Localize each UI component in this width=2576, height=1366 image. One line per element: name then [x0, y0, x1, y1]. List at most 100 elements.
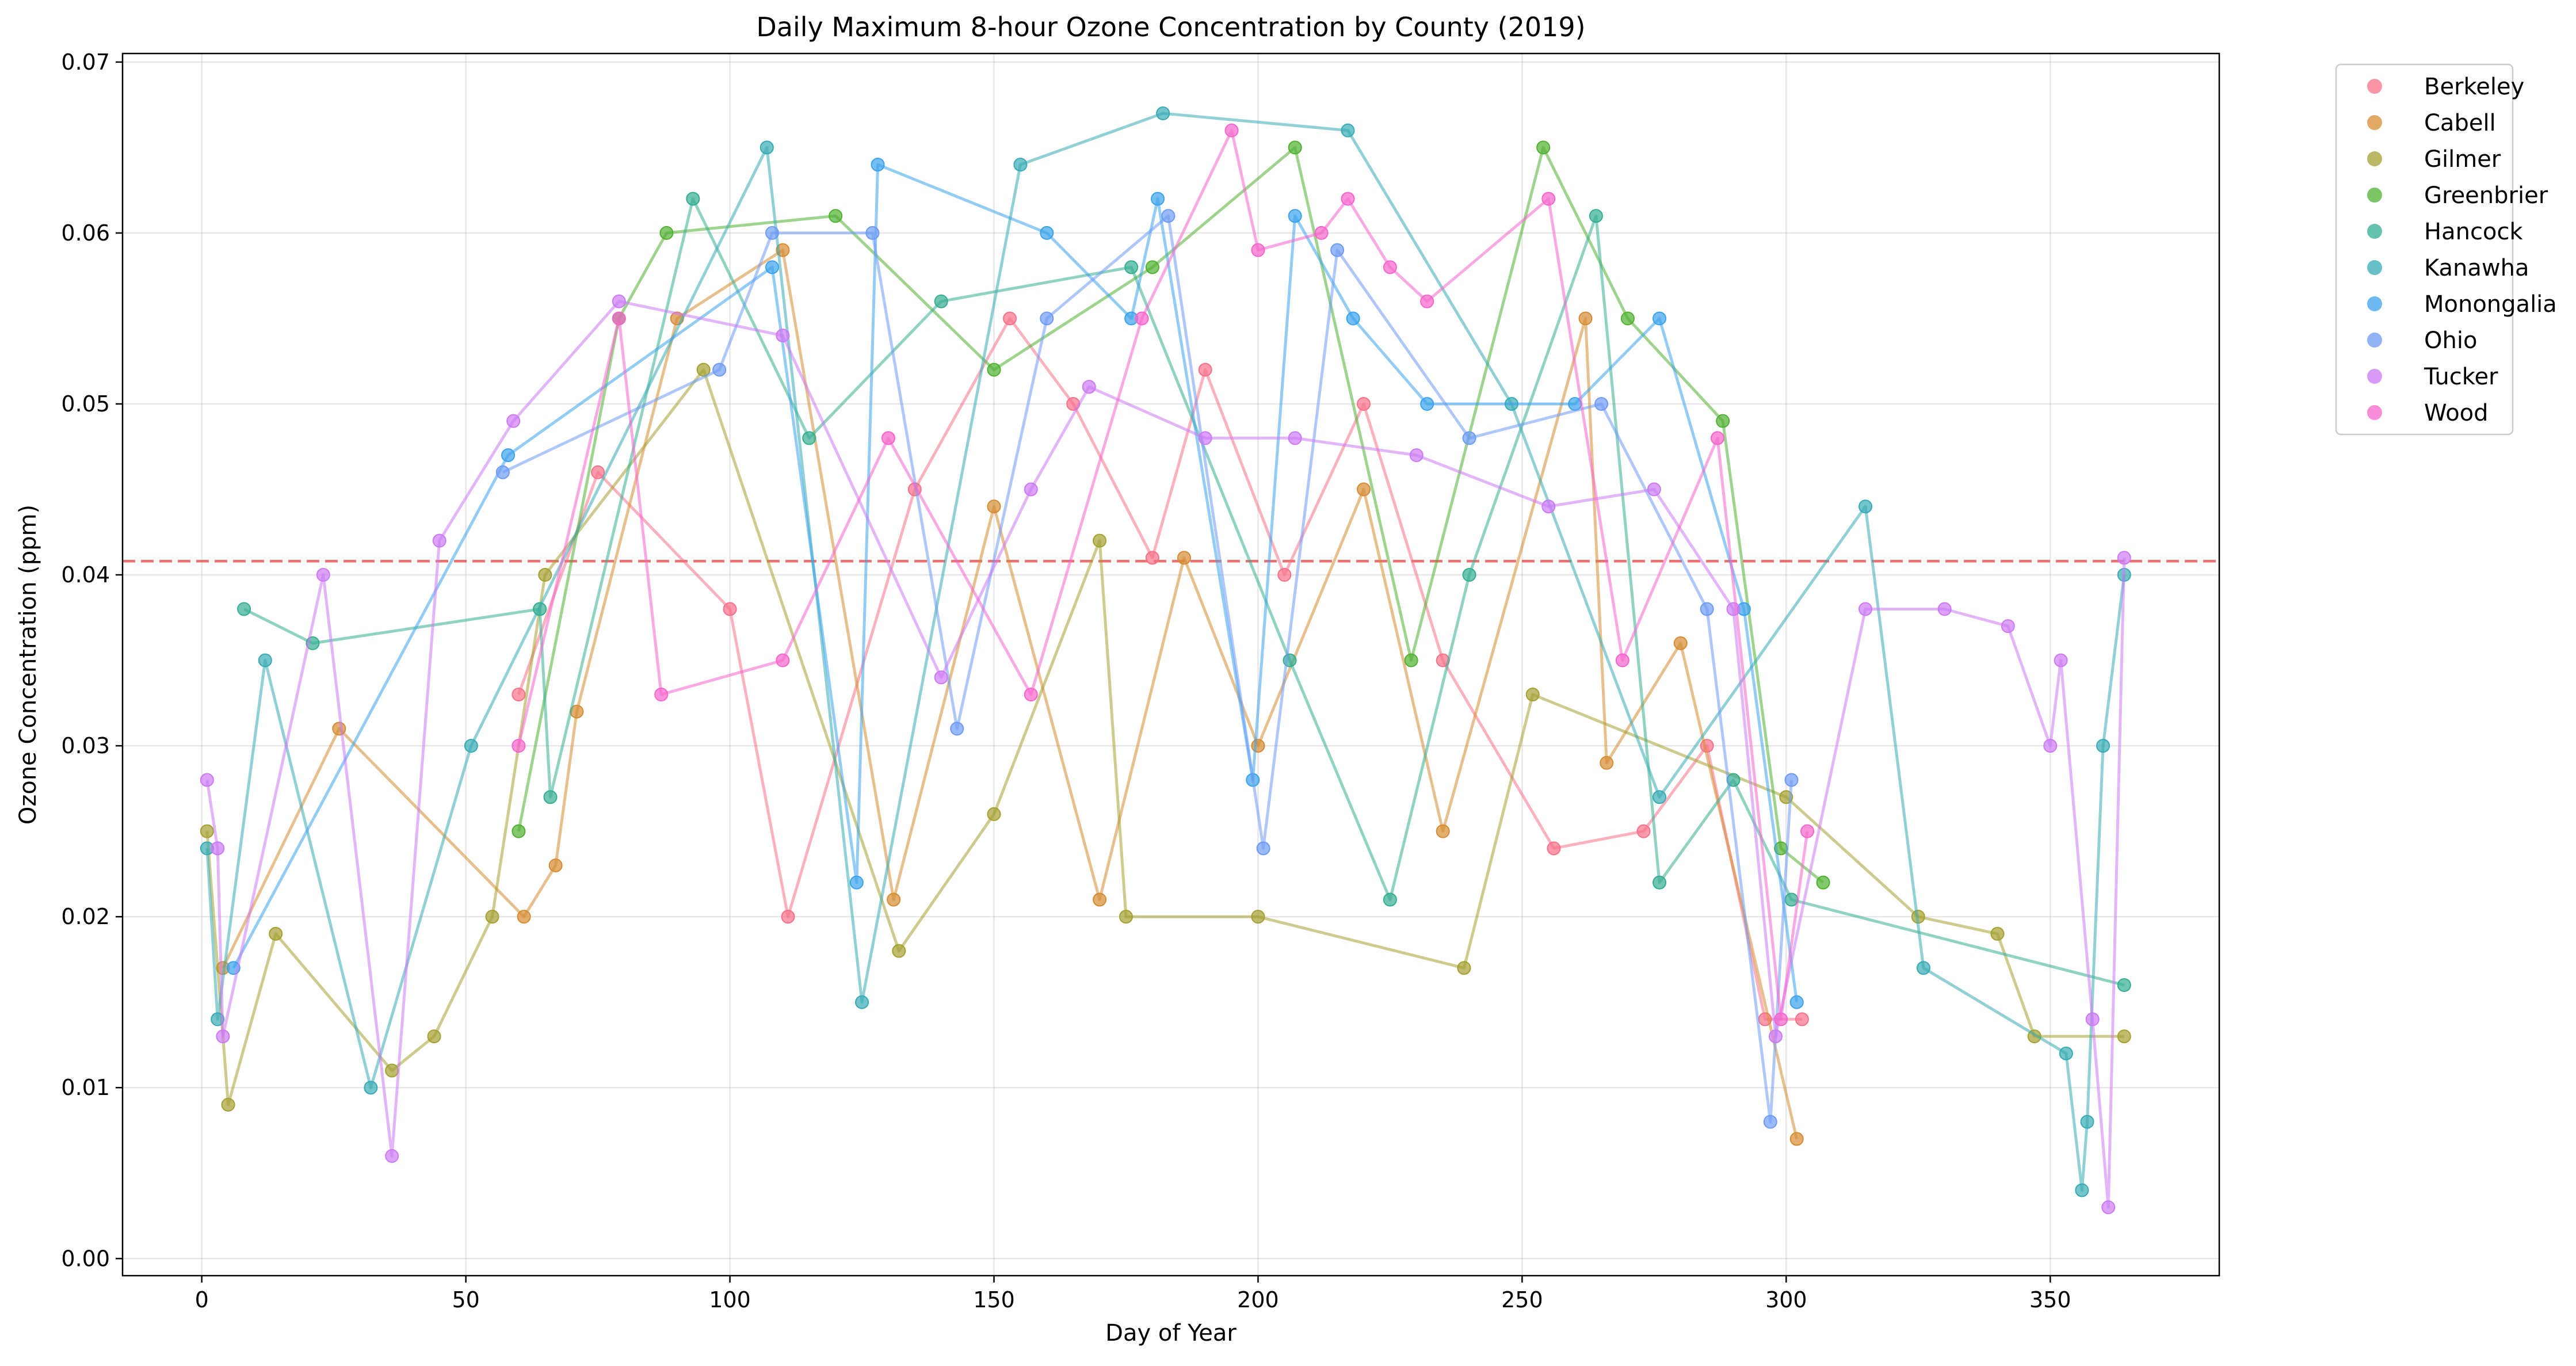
legend-label: Gilmer — [2424, 146, 2501, 173]
data-point-gilmer — [2117, 1029, 2131, 1044]
data-point-wood — [776, 653, 790, 667]
data-point-hancock — [237, 602, 251, 616]
legend-label: Ohio — [2424, 327, 2477, 354]
x-tick-label: 0 — [195, 1287, 209, 1312]
series-ohio — [495, 209, 1799, 1129]
data-point-kanawha — [1858, 499, 1873, 514]
data-point-greenbrier — [829, 209, 843, 223]
legend-item-hancock: Hancock — [2367, 219, 2523, 245]
legend-marker — [2367, 405, 2382, 420]
data-point-berkeley — [1277, 568, 1292, 582]
data-point-kanawha — [258, 653, 272, 667]
data-point-monongalia — [1420, 396, 1434, 411]
data-point-wood — [1135, 311, 1149, 326]
data-point-hancock — [1124, 260, 1139, 274]
data-point-hancock — [543, 790, 558, 804]
data-point-greenbrier — [1145, 260, 1159, 274]
data-point-greenbrier — [1816, 875, 1830, 890]
data-point-tucker — [1024, 482, 1038, 497]
data-point-gilmer — [987, 807, 1001, 821]
data-point-wood — [1541, 192, 1556, 206]
data-point-tucker — [1768, 1029, 1783, 1044]
data-point-kanawha — [1653, 790, 1667, 804]
data-point-ohio — [1330, 243, 1345, 257]
data-point-ohio — [765, 226, 779, 240]
data-point-monongalia — [501, 448, 516, 463]
data-point-tucker — [776, 329, 790, 343]
legend-marker — [2367, 260, 2382, 275]
data-point-wood — [1774, 1012, 1788, 1027]
y-axis-ticks: 0.00 0.01 0.02 0.03 0.04 0.05 0.06 0.07 — [61, 49, 123, 1271]
data-point-wood — [1615, 653, 1629, 667]
data-point-hancock — [1653, 875, 1667, 890]
legend-item-greenbrier: Greenbrier — [2367, 182, 2548, 209]
legend-item-tucker: Tucker — [2367, 364, 2498, 390]
data-point-berkeley — [1547, 841, 1561, 856]
legend-item-berkeley: Berkeley — [2367, 74, 2524, 100]
data-point-tucker — [2001, 619, 2015, 634]
data-point-tucker — [316, 568, 330, 582]
data-point-kanawha — [760, 140, 774, 155]
data-point-cabell — [332, 722, 346, 736]
data-point-kanawha — [1156, 106, 1170, 120]
data-point-ohio — [1161, 209, 1176, 223]
data-point-gilmer — [385, 1063, 399, 1078]
legend-marker — [2367, 79, 2382, 94]
data-point-gilmer — [892, 944, 906, 958]
data-point-monongalia — [849, 875, 864, 890]
series-line-wood — [517, 129, 1809, 1021]
legend-label: Greenbrier — [2424, 182, 2548, 209]
data-point-gilmer — [269, 926, 283, 941]
data-point-wood — [1711, 431, 1725, 445]
series-cabell — [216, 243, 1804, 1146]
data-point-gilmer — [1119, 910, 1133, 924]
x-tick-label: 50 — [452, 1287, 479, 1312]
data-point-monongalia — [1288, 209, 1302, 223]
legend-label: Kanawha — [2424, 255, 2529, 281]
data-point-wood — [654, 687, 669, 701]
data-point-ohio — [1594, 396, 1609, 411]
data-point-cabell — [1357, 482, 1371, 497]
legend-item-wood: Wood — [2367, 400, 2489, 426]
data-point-tucker — [1647, 482, 1661, 497]
y-tick-label: 0.00 — [61, 1246, 110, 1271]
data-point-berkeley — [723, 602, 737, 616]
data-point-greenbrier — [1716, 414, 1730, 428]
data-point-monongalia — [765, 260, 779, 274]
y-tick-label: 0.04 — [61, 562, 110, 587]
data-point-cabell — [887, 892, 901, 907]
legend-label: Cabell — [2424, 110, 2496, 136]
y-tick-label: 0.05 — [61, 391, 110, 417]
data-point-berkeley — [591, 465, 605, 479]
data-point-tucker — [385, 1149, 399, 1163]
legend-label: Wood — [2424, 400, 2489, 426]
data-point-hancock — [1589, 209, 1603, 223]
data-point-cabell — [1436, 824, 1450, 838]
legend-marker — [2367, 151, 2382, 166]
data-point-tucker — [211, 841, 225, 856]
data-point-monongalia — [1653, 311, 1667, 326]
data-point-kanawha — [464, 739, 478, 753]
data-point-cabell — [1093, 892, 1107, 907]
legend-label: Monongalia — [2424, 291, 2557, 318]
legend-item-monongalia: Monongalia — [2367, 291, 2557, 318]
data-point-kanawha — [2080, 1115, 2094, 1129]
data-point-tucker — [1858, 602, 1873, 616]
data-point-wood — [512, 739, 526, 753]
data-point-berkeley — [1198, 363, 1212, 377]
data-point-hancock — [686, 192, 700, 206]
data-point-greenbrier — [987, 363, 1001, 377]
plot-frame — [121, 52, 2220, 1277]
data-point-berkeley — [1357, 396, 1371, 411]
data-point-monongalia — [871, 158, 885, 172]
data-point-ohio — [865, 226, 880, 240]
data-point-kanawha — [855, 995, 869, 1009]
data-point-wood — [612, 311, 626, 326]
data-point-greenbrier — [1404, 653, 1418, 667]
series-line-monongalia — [232, 163, 1799, 1003]
data-point-kanawha — [1341, 123, 1355, 138]
data-point-kanawha — [364, 1081, 378, 1095]
data-point-cabell — [1673, 636, 1688, 650]
